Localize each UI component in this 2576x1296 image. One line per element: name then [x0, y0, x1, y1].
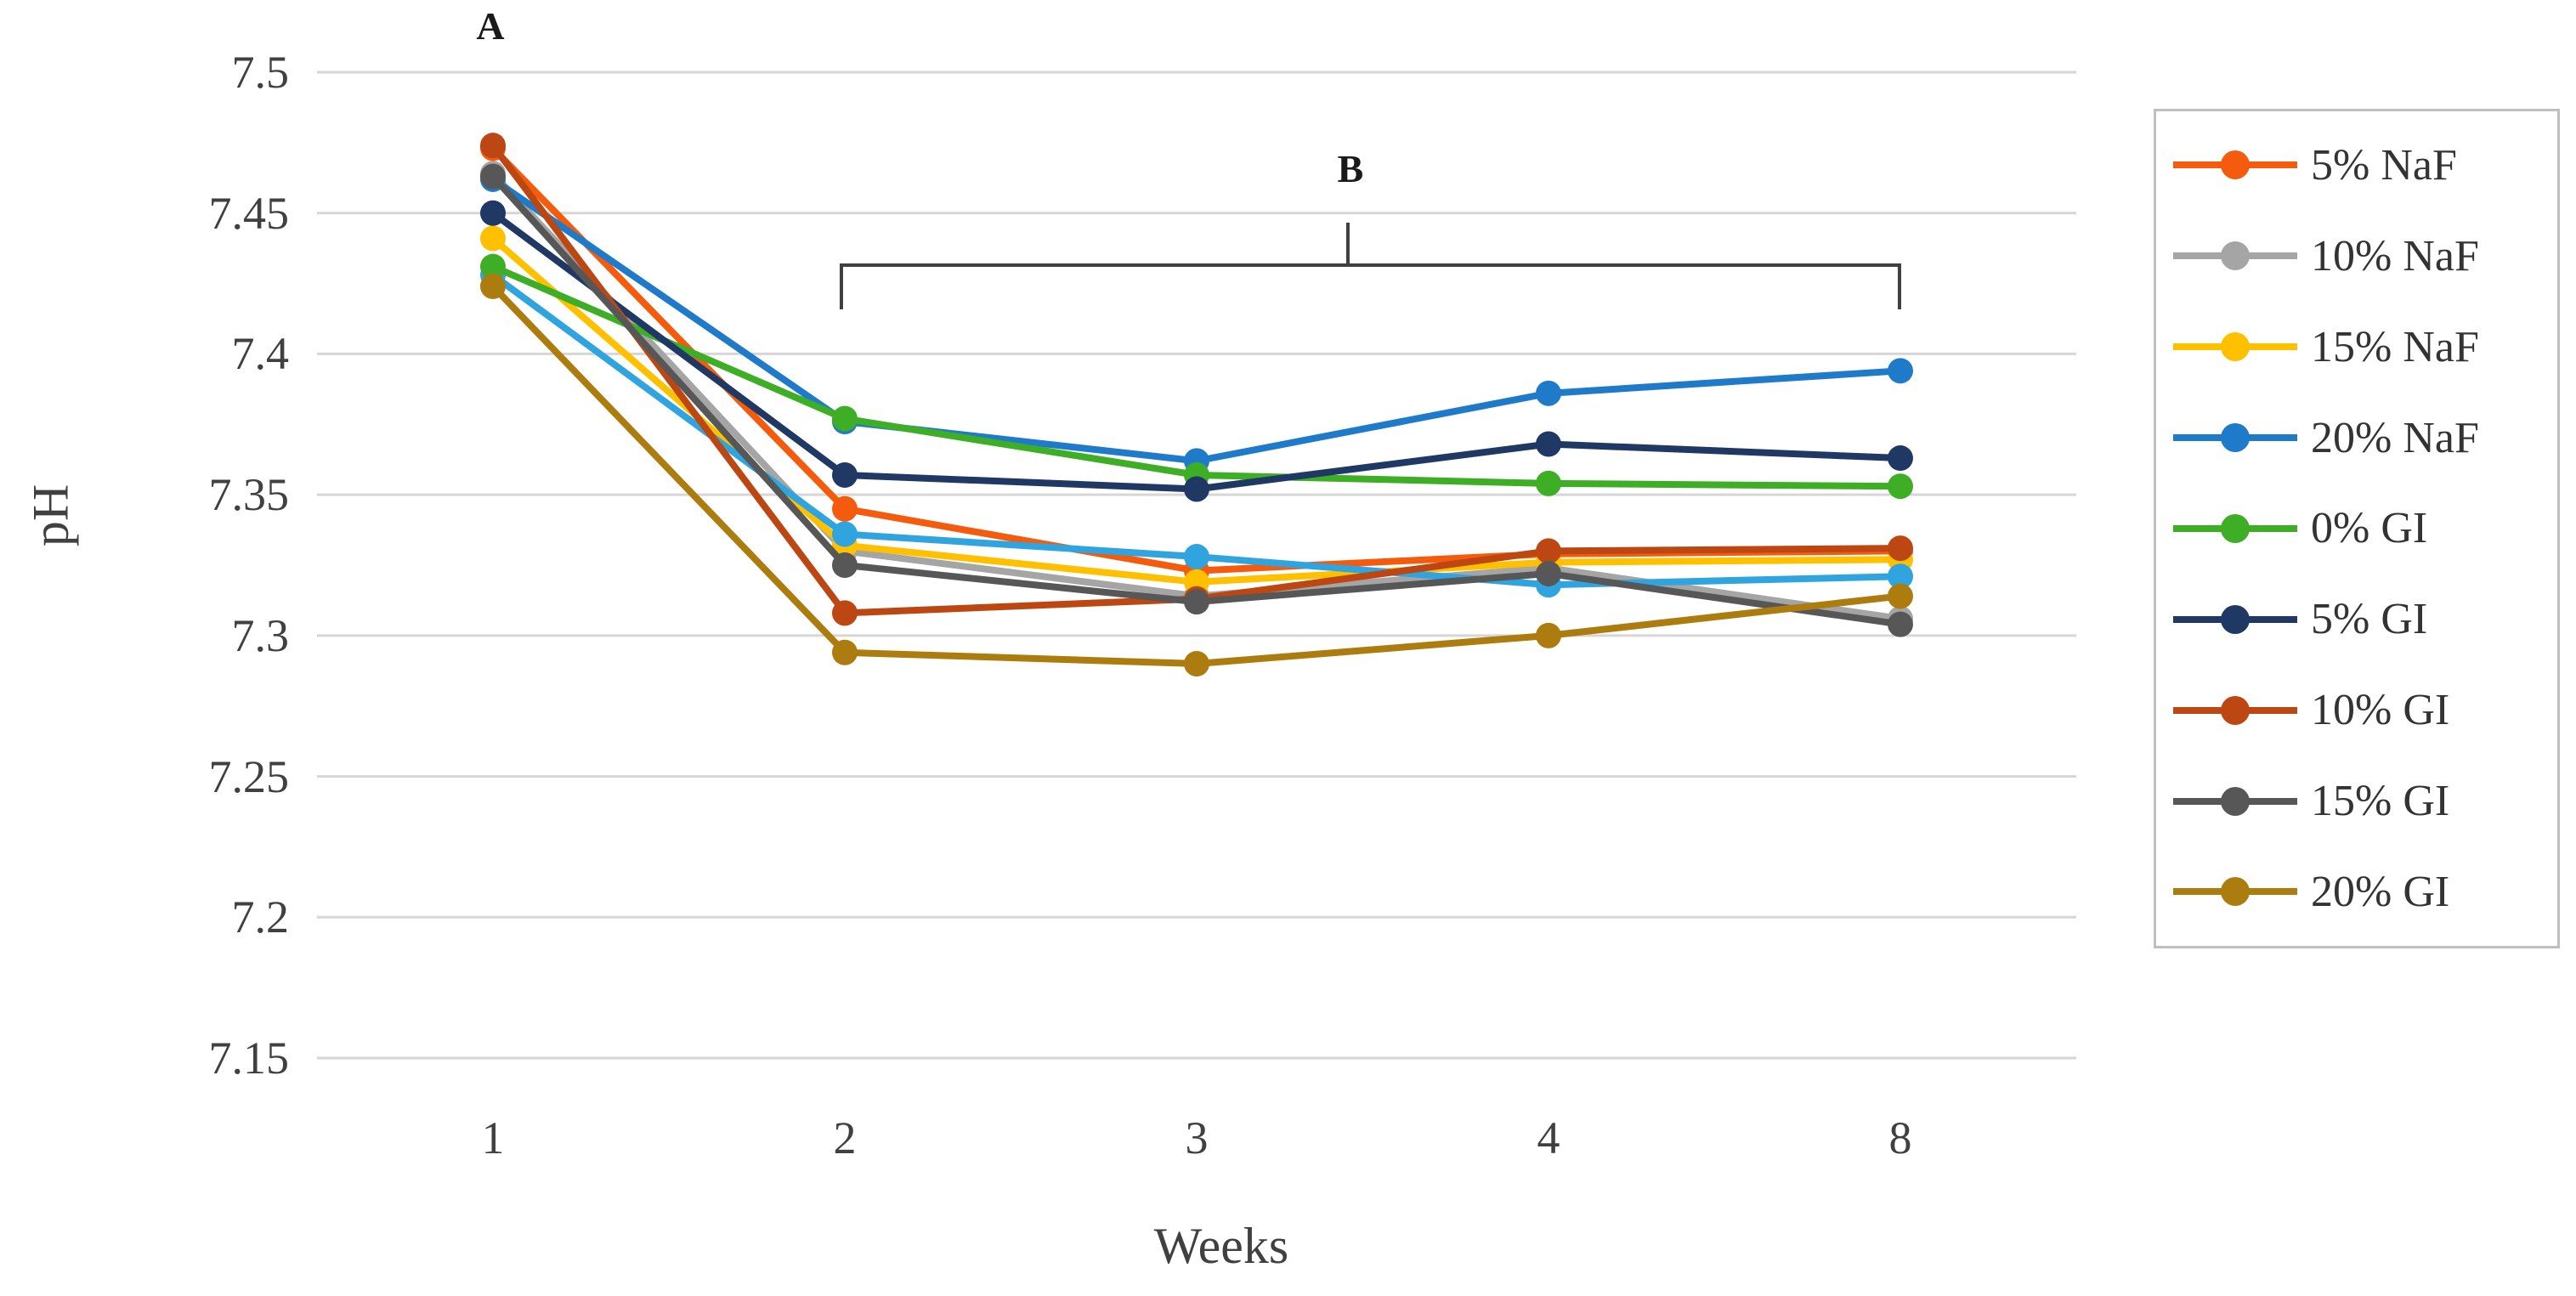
legend-item-20-naf: 20% NaF	[2171, 413, 2557, 463]
series-marker-5-gi-week-4	[1536, 431, 1561, 457]
legend-swatch-marker-5-gi	[2221, 604, 2250, 634]
legend-swatch-marker-15-naf	[2221, 332, 2250, 362]
legend-swatch-20-naf	[2173, 423, 2297, 453]
legend-swatch-5-gi	[2173, 604, 2297, 634]
series-marker-20-naf-week-8	[1888, 358, 1913, 384]
legend-label-15-gi: 15% GI	[2311, 777, 2450, 826]
series-marker-5-gi-week-8	[1888, 445, 1913, 472]
legend-swatch-marker-10-gi	[2221, 695, 2250, 725]
legend-swatch-marker-10-naf	[2221, 241, 2250, 271]
legend-swatch-10-naf	[2173, 241, 2297, 271]
series-marker-15-gi-week-4	[1536, 560, 1561, 586]
legend-swatch-marker-0-gi	[2221, 513, 2250, 543]
x-tick-label-week-2: 2	[833, 1112, 857, 1163]
series-marker-15-naf-week-1	[480, 225, 506, 252]
legend-item-10-gi: 10% GI	[2171, 685, 2557, 735]
legend-label-5-gi: 5% GI	[2311, 595, 2428, 644]
x-tick-label-week-8: 8	[1888, 1112, 1912, 1163]
series-line-5-gi	[490, 210, 1901, 493]
series-marker-20-naf-week-4	[1536, 380, 1561, 406]
legend-item-20-gi: 20% GI	[2171, 867, 2557, 917]
series-marker-20-gi-week-4	[1536, 622, 1561, 648]
annotation-b: B	[1337, 147, 1364, 190]
legend-item-15-gi: 15% GI	[2171, 776, 2557, 826]
y-tick-label-7.4: 7.4	[231, 328, 290, 380]
legend-swatch-marker-15-gi	[2221, 786, 2250, 816]
legend-swatch-marker-20-gi	[2221, 877, 2250, 907]
series-marker-15-gi-week-8	[1888, 611, 1913, 637]
series-marker-10-gi-week-8	[1888, 535, 1913, 562]
series-marker-15-gi-week-1	[480, 163, 506, 190]
y-axis-title: pH	[22, 484, 79, 547]
legend-box: 5% NaF 10% NaF 15% NaF 20% NaF 0% GI 5% GI 10%…	[2154, 109, 2560, 948]
y-tick-label-7.5: 7.5	[231, 47, 290, 98]
series-marker-10-gi-week-4	[1536, 538, 1561, 564]
legend-label-20-naf: 20% NaF	[2311, 413, 2479, 462]
legend-label-0-gi: 0% GI	[2311, 504, 2428, 553]
x-tick-label-week-4: 4	[1537, 1112, 1560, 1163]
legend-label-15-naf: 15% NaF	[2311, 322, 2479, 371]
series-marker-15-gi-week-3	[1184, 589, 1209, 615]
series-marker-unlabeled-light-blue-line-week-8	[1888, 563, 1913, 590]
series-marker-0-gi-week-8	[1888, 473, 1913, 500]
y-tick-label-7.15: 7.15	[208, 1033, 290, 1084]
legend-swatch-15-gi	[2173, 786, 2297, 816]
series-marker-20-gi-week-8	[1888, 583, 1913, 609]
legend-label-20-gi: 20% GI	[2311, 867, 2450, 916]
series-marker-10-gi-week-1	[480, 133, 506, 159]
legend-label-5-naf: 5% NaF	[2311, 140, 2457, 190]
series-marker-5-gi-week-3	[1184, 476, 1209, 502]
legend-label-10-naf: 10% NaF	[2311, 231, 2479, 280]
y-tick-label-7.2: 7.2	[231, 891, 290, 943]
y-tick-label-7.35: 7.35	[208, 469, 290, 521]
legend-swatch-5-naf	[2173, 150, 2297, 180]
legend-item-5-naf: 5% NaF	[2171, 140, 2557, 190]
y-tick-label-7.25: 7.25	[208, 750, 290, 802]
series-marker-20-gi-week-3	[1184, 651, 1209, 676]
x-tick-label-week-3: 3	[1185, 1112, 1209, 1163]
legend-label-10-gi: 10% GI	[2311, 686, 2450, 735]
legend-swatch-15-naf	[2173, 332, 2297, 362]
x-tick-label-week-1: 1	[481, 1112, 505, 1163]
significance-bracket	[840, 223, 1901, 309]
series-marker-unlabeled-light-blue-line-week-3	[1184, 544, 1209, 570]
series-marker-5-gi-week-1	[480, 200, 506, 226]
legend-swatch-10-gi	[2173, 695, 2297, 725]
series-marker-0-gi-week-1	[480, 253, 506, 280]
series-marker-15-gi-week-2	[832, 552, 858, 578]
y-tick-label-7.3: 7.3	[231, 609, 290, 661]
legend-item-15-naf: 15% NaF	[2171, 322, 2557, 372]
legend-item-5-gi: 5% GI	[2171, 594, 2557, 644]
x-axis-title: Weeks	[1153, 1218, 1289, 1274]
series-marker-unlabeled-light-blue-line-week-2	[832, 521, 858, 547]
legend-item-0-gi: 0% GI	[2171, 503, 2557, 553]
series-marker-10-gi-week-2	[832, 600, 858, 626]
legend-swatch-0-gi	[2173, 513, 2297, 543]
y-tick-label-7.45: 7.45	[208, 187, 290, 239]
legend-swatch-marker-5-naf	[2221, 150, 2250, 180]
series-marker-5-gi-week-2	[832, 461, 858, 488]
series-marker-0-gi-week-4	[1536, 470, 1561, 496]
series-marker-20-gi-week-2	[832, 639, 858, 665]
series-line-10-gi	[490, 143, 1901, 617]
annotation-a: A	[476, 4, 505, 48]
series-marker-0-gi-week-2	[832, 405, 858, 432]
legend-swatch-marker-20-naf	[2221, 423, 2250, 453]
series-marker-20-gi-week-1	[480, 273, 506, 299]
legend-swatch-20-gi	[2173, 877, 2297, 907]
series-marker-5-naf-week-2	[832, 495, 858, 522]
legend-item-10-naf: 10% NaF	[2171, 231, 2557, 281]
